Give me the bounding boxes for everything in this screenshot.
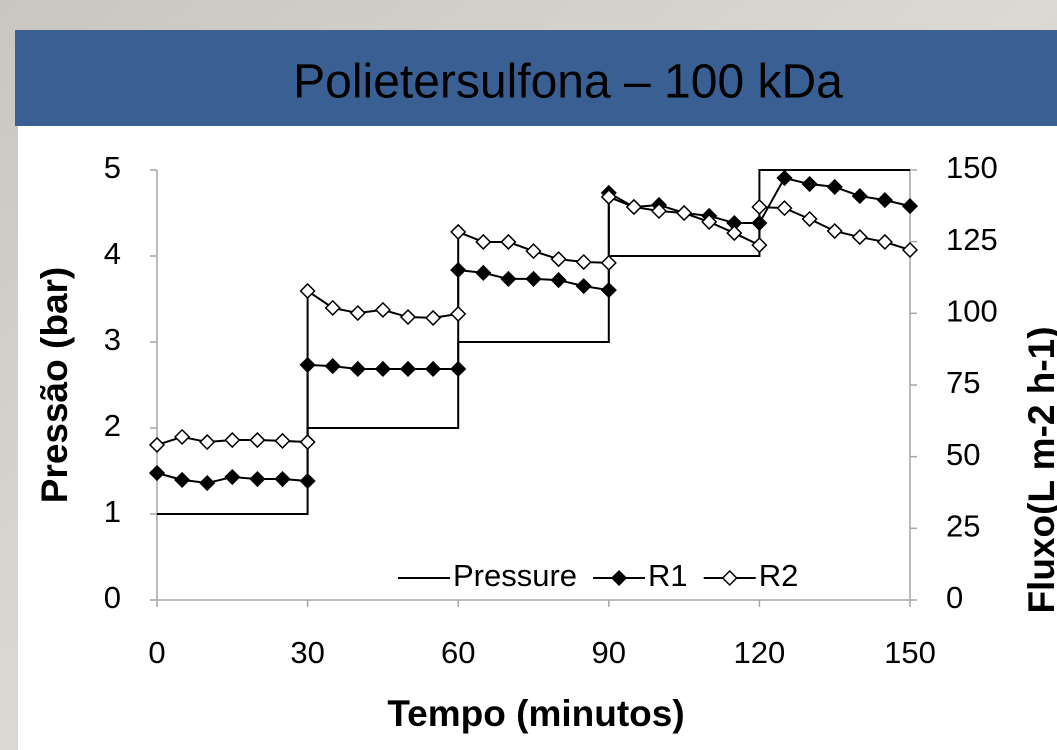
data-point	[776, 169, 793, 187]
y2-tick-label: 100	[946, 294, 998, 329]
legend-label: R2	[759, 558, 799, 593]
data-point	[575, 253, 592, 271]
data-point	[374, 360, 391, 378]
data-point	[776, 200, 793, 217]
content-area	[18, 125, 1057, 750]
y-tick-label: 2	[104, 408, 121, 443]
data-point	[450, 305, 467, 322]
data-point	[475, 264, 492, 281]
chart-title: Polietersulfona – 100 kDa	[293, 56, 843, 109]
data-point	[274, 470, 291, 488]
data-point	[224, 468, 241, 486]
y-axis-label: Pressão (bar)	[34, 267, 75, 504]
data-point	[324, 358, 341, 375]
data-point	[349, 360, 366, 378]
legend-label: R1	[648, 558, 688, 593]
data-point	[475, 233, 492, 251]
header-bar	[15, 30, 1057, 126]
y-tick-label: 0	[104, 580, 121, 615]
y-tick-label: 4	[104, 236, 121, 271]
x-tick-label: 150	[884, 635, 936, 670]
data-point	[801, 210, 818, 228]
x-tick-label: 60	[441, 635, 475, 670]
data-point	[299, 472, 316, 490]
data-point	[425, 309, 442, 326]
data-point	[148, 436, 166, 453]
data-point	[901, 198, 919, 215]
y2-tick-label: 75	[946, 365, 980, 400]
data-point	[751, 237, 768, 254]
data-point	[876, 233, 893, 251]
legend-marker	[610, 569, 628, 587]
data-point	[399, 360, 417, 378]
data-point	[600, 188, 617, 206]
data-point	[324, 299, 341, 316]
data-point	[826, 178, 843, 195]
legend-marker	[721, 569, 738, 587]
data-point	[450, 223, 467, 240]
y2-tick-label: 25	[946, 509, 980, 544]
data-point	[600, 254, 617, 271]
data-point	[299, 433, 316, 451]
y2-tick-label: 50	[946, 437, 980, 472]
data-point	[676, 204, 693, 222]
data-point	[174, 471, 191, 488]
data-point	[901, 241, 919, 259]
data-point	[575, 278, 592, 295]
data-point	[801, 175, 818, 193]
data-point	[851, 188, 868, 205]
data-point	[726, 225, 743, 242]
x-tick-label: 30	[290, 635, 324, 670]
data-point	[349, 304, 366, 322]
data-point	[876, 192, 893, 209]
data-point	[550, 272, 567, 289]
data-point	[625, 198, 642, 216]
data-point	[249, 431, 266, 449]
data-point	[500, 233, 517, 251]
data-point	[374, 301, 391, 318]
series-line	[156, 176, 911, 485]
data-point	[525, 270, 542, 287]
x-tick-label: 0	[148, 635, 165, 670]
data-point	[399, 308, 417, 326]
data-point	[525, 243, 542, 260]
y-tick-label: 3	[104, 322, 121, 357]
data-point	[751, 198, 768, 216]
y2-tick-label: 125	[946, 222, 998, 257]
data-point	[851, 229, 868, 246]
data-point	[600, 282, 617, 299]
data-point	[550, 251, 567, 268]
legend-label: Pressure	[453, 558, 577, 593]
x-tick-label: 90	[592, 635, 626, 670]
data-point	[274, 432, 291, 449]
x-tick-label: 120	[734, 635, 786, 670]
y-tick-label: 1	[104, 494, 121, 529]
data-point	[500, 270, 517, 287]
y2-axis-label: Fluxo(L m-2 h-1)	[1021, 326, 1057, 613]
data-point	[425, 360, 442, 378]
y-tick-label: 5	[104, 150, 121, 185]
data-point	[174, 428, 191, 445]
data-point	[199, 474, 216, 492]
x-axis-label: Tempo (minutos)	[387, 693, 684, 734]
data-point	[701, 213, 718, 230]
data-point	[299, 282, 316, 300]
data-point	[199, 433, 216, 451]
data-point	[450, 360, 467, 378]
data-point	[650, 202, 668, 220]
data-point	[826, 222, 843, 240]
data-point	[224, 431, 241, 449]
data-point	[249, 470, 266, 488]
y2-tick-label: 0	[946, 580, 963, 615]
y2-tick-label: 150	[946, 150, 998, 185]
data-point	[148, 464, 166, 482]
